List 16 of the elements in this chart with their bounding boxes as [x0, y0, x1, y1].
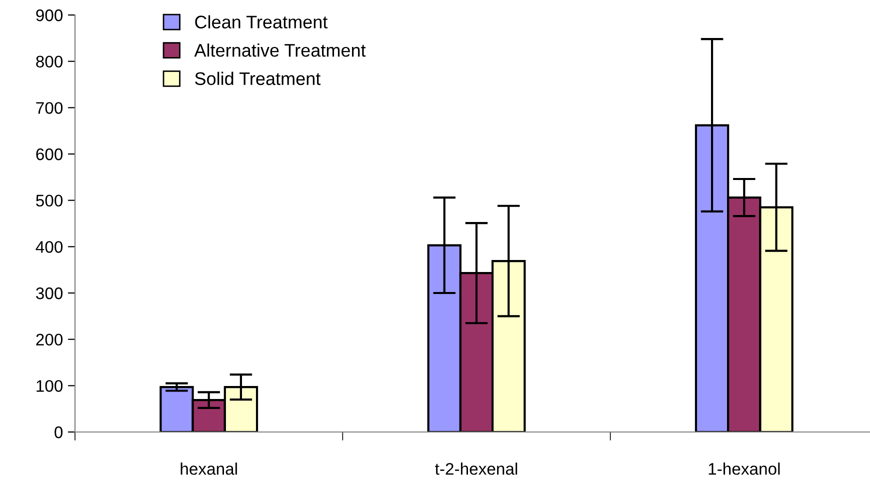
- y-tick-label: 800: [36, 56, 63, 68]
- y-tick-label: 200: [36, 334, 63, 346]
- legend-label: Clean Treatment: [195, 15, 328, 28]
- x-tick-label: 1-hexanol: [708, 462, 780, 475]
- y-tick-label: 700: [36, 102, 63, 114]
- legend-label: Solid Treatment: [195, 72, 321, 86]
- y-tick-label: 500: [36, 194, 63, 207]
- legend-label: Alternative Treatment: [194, 44, 366, 57]
- y-tick-label: 400: [36, 241, 63, 253]
- y-tick-label: 100: [36, 380, 63, 392]
- y-tick-label: 900: [36, 9, 63, 22]
- y-tick-label: 0: [54, 426, 63, 438]
- y-tick-label: 600: [36, 148, 63, 160]
- x-tick-label: hexanal: [180, 462, 237, 475]
- x-tick-label: t-2-hexenal: [435, 462, 518, 475]
- y-tick-label: 300: [36, 287, 63, 300]
